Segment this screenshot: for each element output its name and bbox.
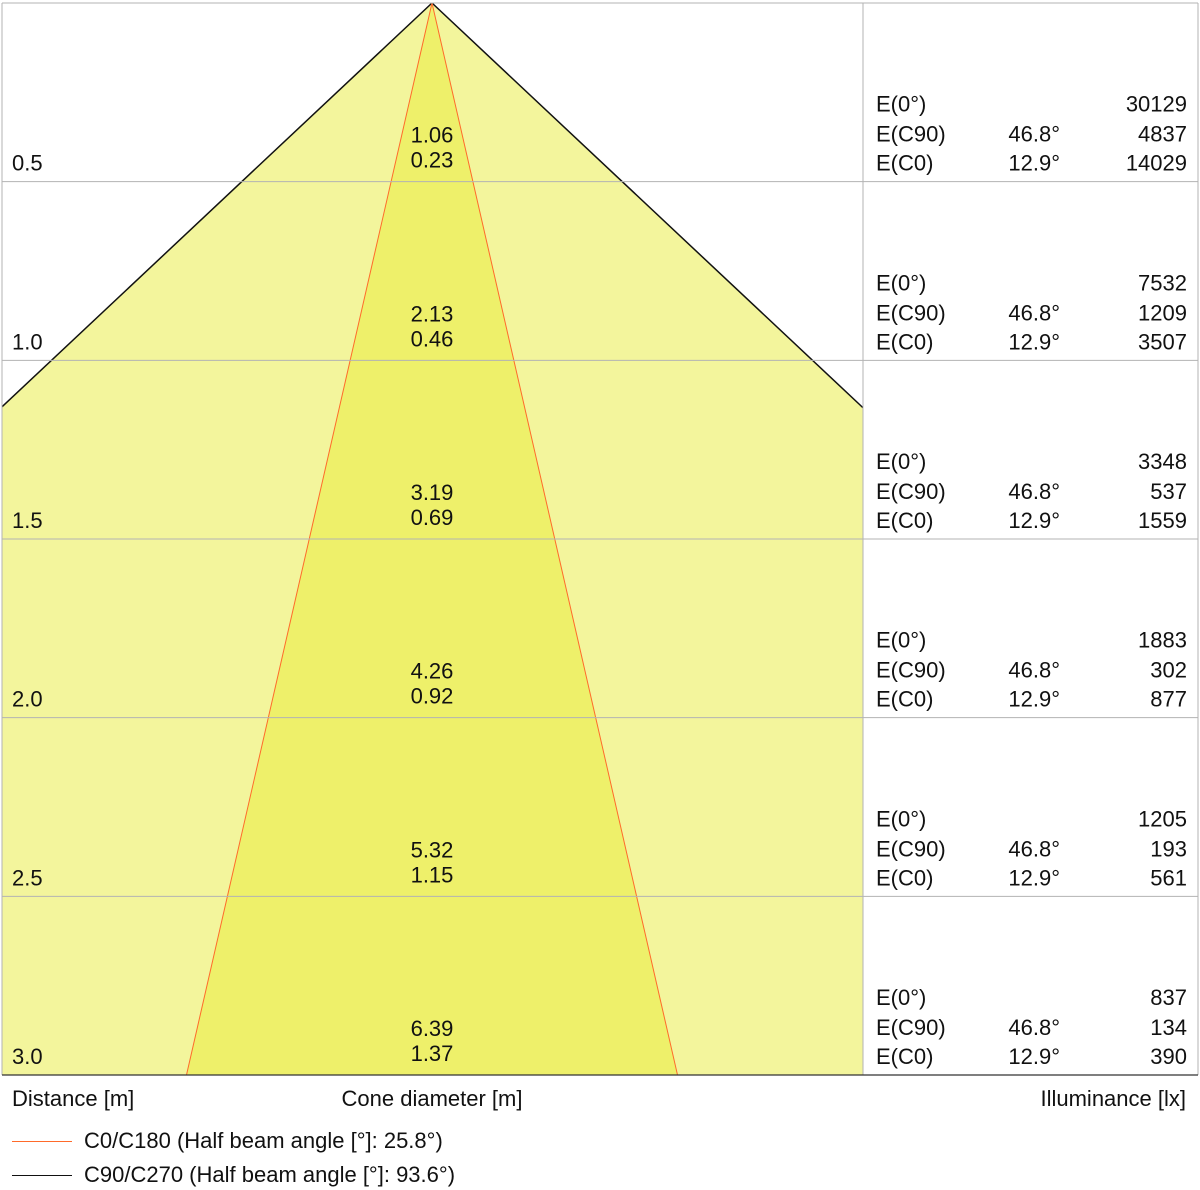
legend-c0-label: C0/C180 (Half beam angle [°]: 25.8°) [84, 1128, 443, 1153]
illuminance-c0-value: 877 [1150, 687, 1187, 712]
illuminance-c0-angle: 12.9° [1008, 329, 1060, 354]
illuminance-e0-value: 3348 [1138, 449, 1187, 474]
illuminance-c90-label: E(C90) [876, 300, 946, 325]
illuminance-c90-value: 193 [1150, 836, 1187, 861]
xlabel-distance: Distance [m] [12, 1086, 134, 1111]
illuminance-c90-label: E(C90) [876, 658, 946, 683]
illuminance-c90-value: 302 [1150, 658, 1187, 683]
illuminance-c0-value: 3507 [1138, 329, 1187, 354]
illuminance-c0-angle: 12.9° [1008, 865, 1060, 890]
illuminance-c90-label: E(C90) [876, 836, 946, 861]
c90-edge-right [431, 2, 864, 409]
illuminance-c90-label: E(C90) [876, 479, 946, 504]
illuminance-e0-value: 1205 [1138, 806, 1187, 831]
xlabel-illuminance: Illuminance [lx] [1040, 1086, 1186, 1111]
legend-c0: C0/C180 (Half beam angle [°]: 25.8°) [12, 1126, 612, 1156]
cone-c0-diameter-label: 1.37 [411, 1041, 454, 1066]
illuminance-c0-angle: 12.9° [1008, 687, 1060, 712]
cone-c90-diameter-label: 1.06 [411, 123, 454, 148]
illuminance-c90-angle: 46.8° [1008, 658, 1060, 683]
illuminance-c0-label: E(C0) [876, 329, 933, 354]
illuminance-e0-value: 7532 [1138, 270, 1187, 295]
illuminance-c0-label: E(C0) [876, 687, 933, 712]
distance-tick-label: 0.5 [12, 151, 43, 176]
cone-c0-diameter-label: 0.92 [411, 684, 454, 709]
cone-c90-diameter-label: 2.13 [411, 301, 454, 326]
illuminance-c0-angle: 12.9° [1008, 1044, 1060, 1069]
distance-tick-label: 2.5 [12, 865, 43, 890]
xlabel-cone-diameter: Cone diameter [m] [342, 1086, 523, 1111]
illuminance-c90-angle: 46.8° [1008, 479, 1060, 504]
illuminance-c0-label: E(C0) [876, 151, 933, 176]
illuminance-e0-value: 30129 [1126, 92, 1187, 117]
illuminance-c0-label: E(C0) [876, 508, 933, 533]
illuminance-e0-label: E(0°) [876, 628, 926, 653]
legend-c90: C90/C270 (Half beam angle [°]: 93.6°) [12, 1160, 612, 1190]
distance-tick-label: 3.0 [12, 1044, 43, 1069]
c90-edge-left [1, 2, 433, 408]
illuminance-e0-label: E(0°) [876, 92, 926, 117]
illuminance-c90-angle: 46.8° [1008, 122, 1060, 147]
illuminance-e0-label: E(0°) [876, 449, 926, 474]
cone-c0-diameter-label: 1.15 [411, 862, 454, 887]
illuminance-c0-angle: 12.9° [1008, 508, 1060, 533]
illuminance-c90-angle: 46.8° [1008, 1015, 1060, 1040]
illuminance-c90-value: 134 [1150, 1015, 1187, 1040]
distance-tick-label: 2.0 [12, 687, 43, 712]
distance-tick-label: 1.0 [12, 329, 43, 354]
illuminance-e0-value: 837 [1150, 985, 1187, 1010]
illuminance-e0-label: E(0°) [876, 806, 926, 831]
illuminance-e0-label: E(0°) [876, 985, 926, 1010]
legend-c90-swatch [12, 1174, 72, 1176]
illuminance-e0-label: E(0°) [876, 270, 926, 295]
illuminance-c90-value: 4837 [1138, 122, 1187, 147]
cone-c90-diameter-label: 3.19 [411, 480, 454, 505]
illuminance-c90-angle: 46.8° [1008, 836, 1060, 861]
illuminance-e0-value: 1883 [1138, 628, 1187, 653]
cone-c0-diameter-label: 0.69 [411, 505, 454, 530]
illuminance-c90-label: E(C90) [876, 122, 946, 147]
illuminance-c0-value: 1559 [1138, 508, 1187, 533]
cone-c90-diameter-label: 4.26 [411, 659, 454, 684]
distance-tick-label: 1.5 [12, 508, 43, 533]
cone-c0-diameter-label: 0.23 [411, 148, 454, 173]
cone-c0-diameter-label: 0.46 [411, 326, 454, 351]
illuminance-c0-label: E(C0) [876, 1044, 933, 1069]
illuminance-c0-value: 14029 [1126, 151, 1187, 176]
illuminance-c90-value: 537 [1150, 479, 1187, 504]
cone-c90-diameter-label: 6.39 [411, 1016, 454, 1041]
illuminance-c90-label: E(C90) [876, 1015, 946, 1040]
cone-c90-diameter-label: 5.32 [411, 837, 454, 862]
illuminance-c0-value: 561 [1150, 865, 1187, 890]
illuminance-c90-angle: 46.8° [1008, 300, 1060, 325]
illuminance-c0-angle: 12.9° [1008, 151, 1060, 176]
illuminance-c90-value: 1209 [1138, 300, 1187, 325]
legend-c90-label: C90/C270 (Half beam angle [°]: 93.6°) [84, 1162, 456, 1187]
illuminance-c0-label: E(C0) [876, 865, 933, 890]
illuminance-c0-value: 390 [1150, 1044, 1187, 1069]
legend-c0-swatch [12, 1140, 72, 1142]
